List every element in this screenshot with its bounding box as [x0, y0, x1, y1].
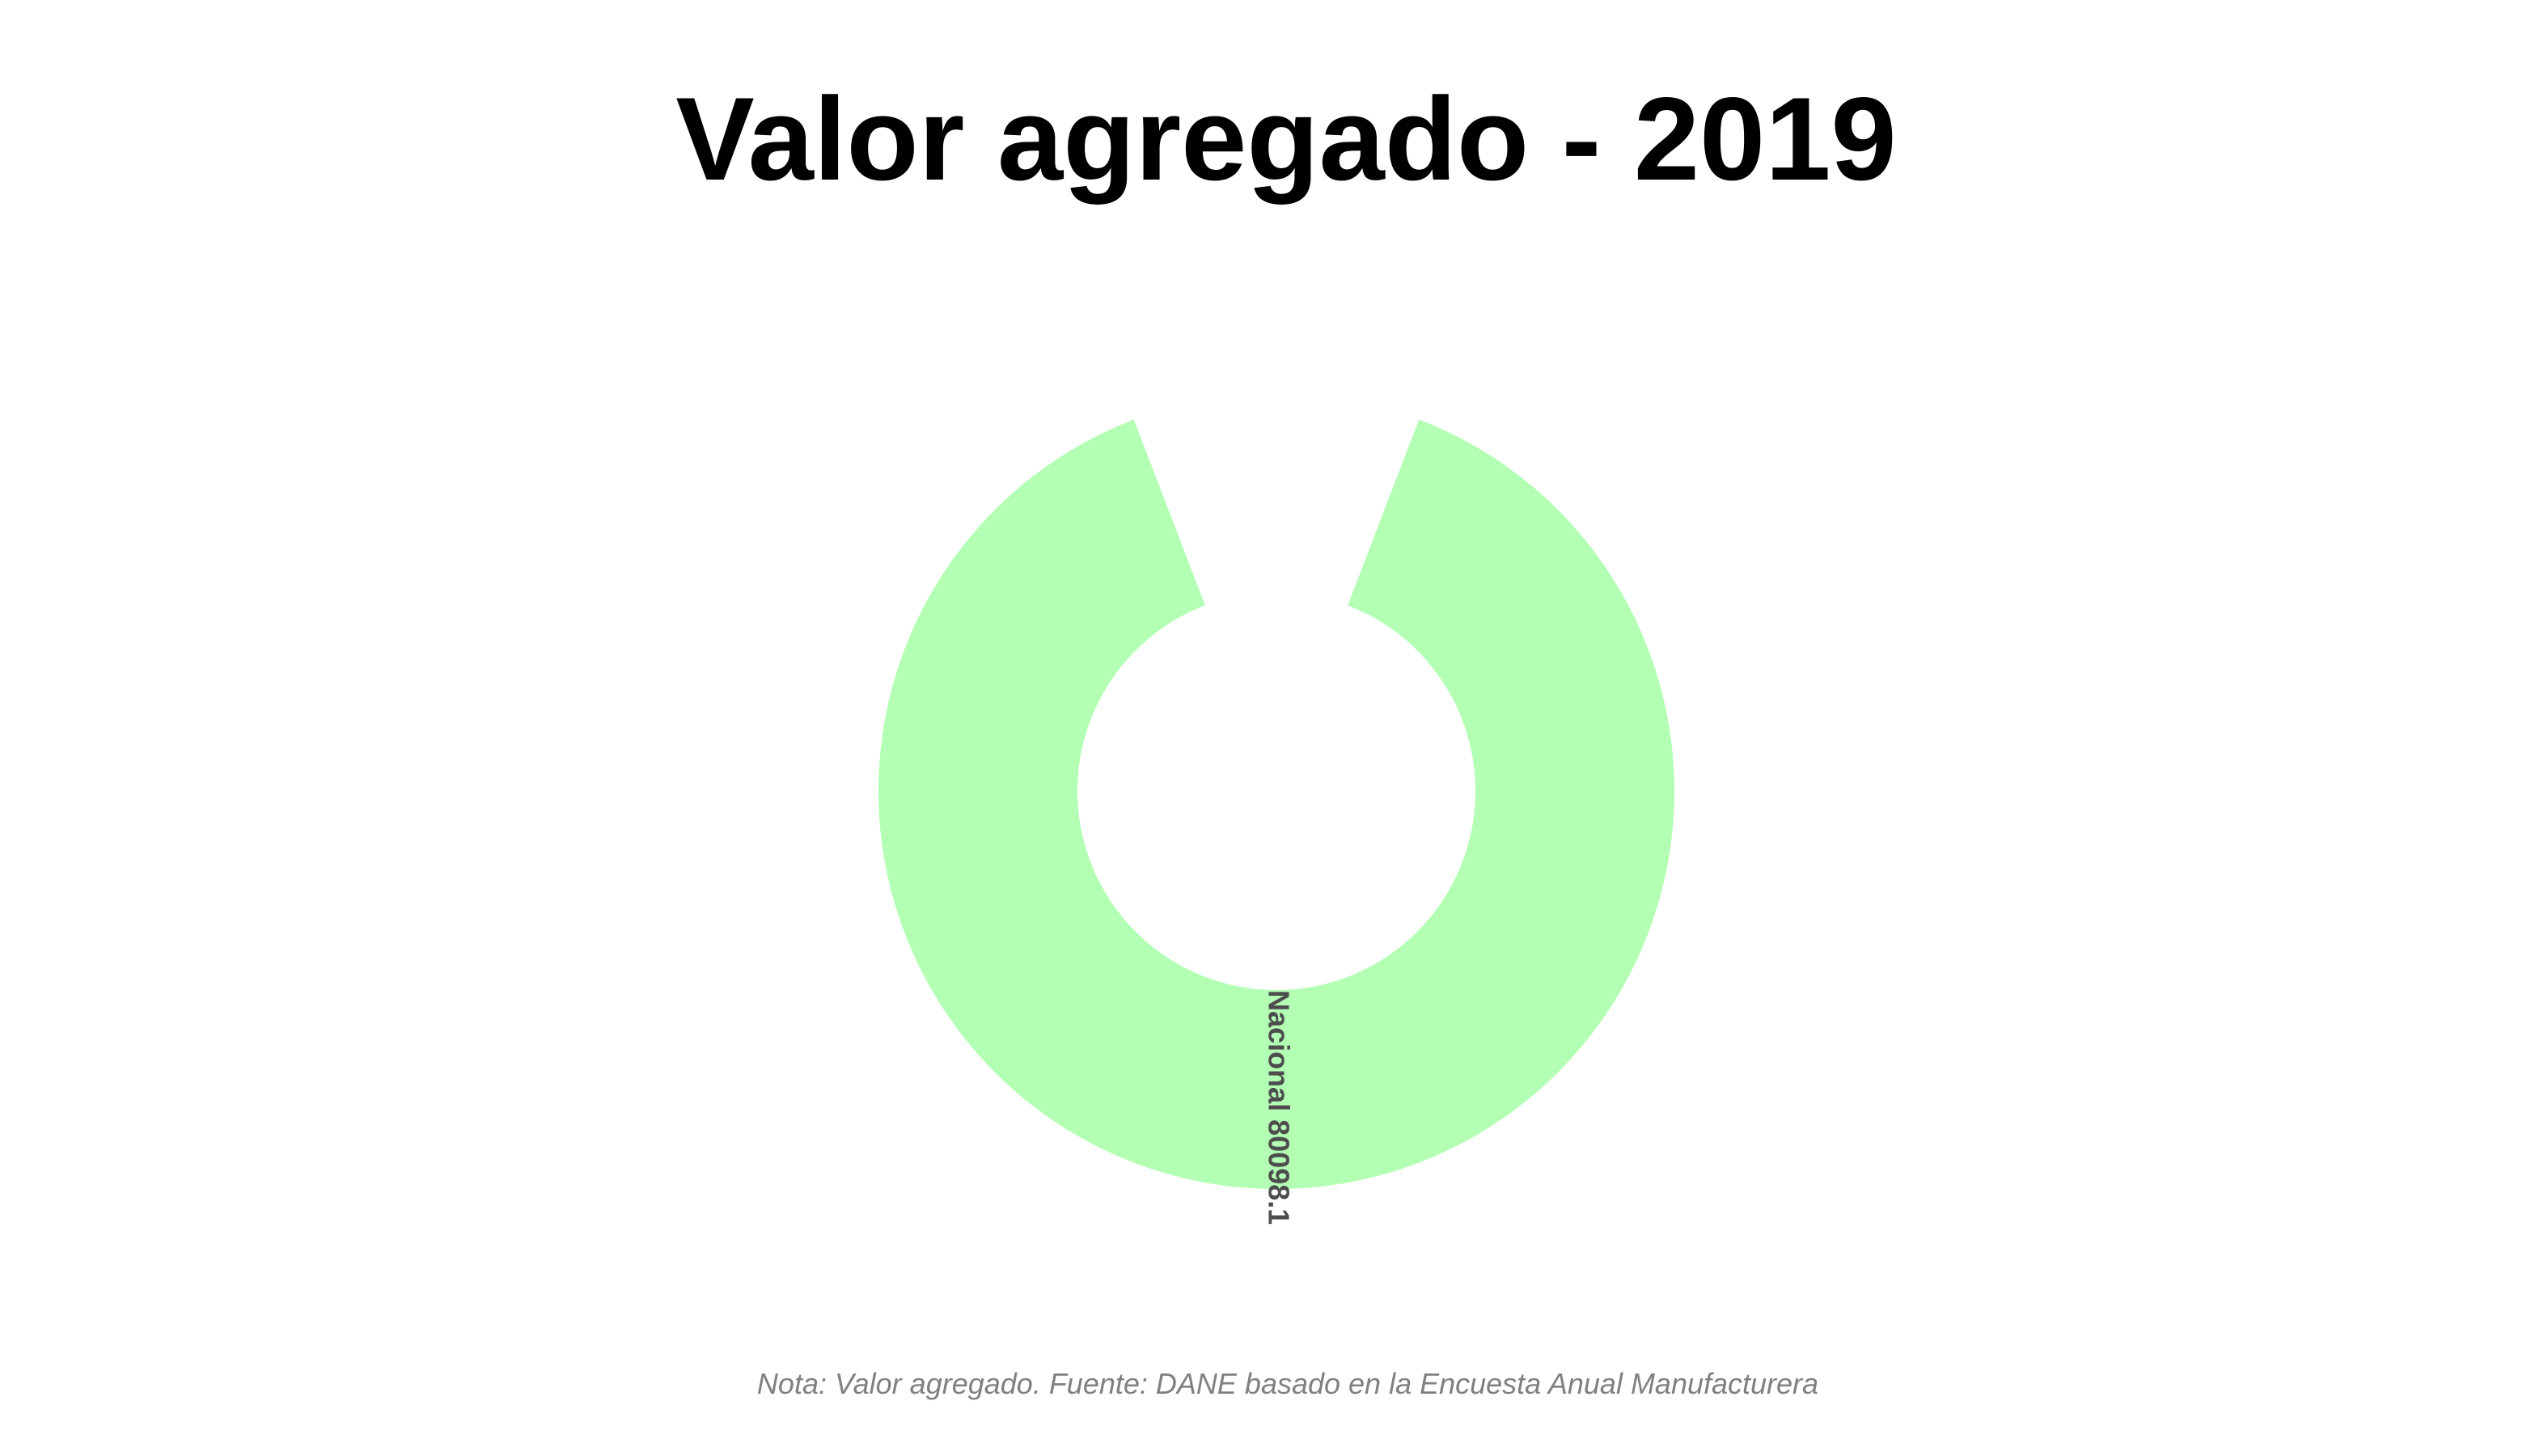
chart-title: Valor agregado - 2019 [675, 73, 1896, 205]
donut-slice-nacional [878, 419, 1674, 1189]
slice-label-nacional: Nacional 80098.1 [1262, 990, 1295, 1225]
slice-labels: Nacional 80098.1 [1262, 990, 1295, 1225]
chart-caption: Nota: Valor agregado. Fuente: DANE basad… [757, 1367, 1818, 1400]
donut-slices [878, 419, 1674, 1189]
